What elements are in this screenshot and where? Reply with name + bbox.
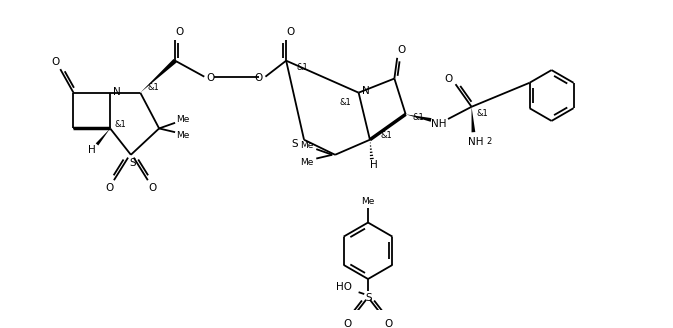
Text: &1: &1 — [114, 120, 127, 129]
Text: S: S — [365, 293, 372, 303]
Text: Me: Me — [300, 141, 314, 150]
Text: HO: HO — [336, 281, 351, 292]
Text: O: O — [176, 28, 184, 37]
Polygon shape — [96, 129, 110, 146]
Text: O: O — [384, 319, 393, 328]
Text: &1: &1 — [296, 63, 308, 72]
Text: O: O — [343, 319, 351, 328]
Text: &1: &1 — [340, 98, 351, 107]
Text: O: O — [255, 72, 263, 83]
Text: NH: NH — [468, 136, 483, 147]
Polygon shape — [140, 59, 177, 93]
Text: Me: Me — [176, 132, 189, 140]
Text: N: N — [362, 86, 370, 96]
Text: NH: NH — [431, 119, 446, 129]
Text: O: O — [287, 28, 295, 37]
Text: 2: 2 — [487, 137, 492, 146]
Text: &1: &1 — [147, 83, 160, 92]
Text: O: O — [51, 57, 60, 67]
Text: H: H — [369, 160, 378, 170]
Text: O: O — [444, 73, 452, 84]
Text: O: O — [105, 183, 113, 193]
Text: N: N — [113, 87, 120, 97]
Text: O: O — [207, 72, 215, 83]
Text: Me: Me — [176, 114, 189, 124]
Text: O: O — [148, 183, 157, 193]
Text: Me: Me — [361, 197, 375, 206]
Text: O: O — [398, 45, 406, 55]
Text: &1: &1 — [477, 109, 489, 118]
Text: S: S — [291, 139, 298, 150]
Text: H: H — [88, 145, 96, 155]
Polygon shape — [406, 114, 431, 122]
Text: S: S — [129, 158, 136, 168]
Text: Me: Me — [300, 158, 314, 167]
Polygon shape — [472, 107, 475, 132]
Text: &1: &1 — [381, 131, 393, 139]
Text: &1: &1 — [413, 113, 425, 122]
